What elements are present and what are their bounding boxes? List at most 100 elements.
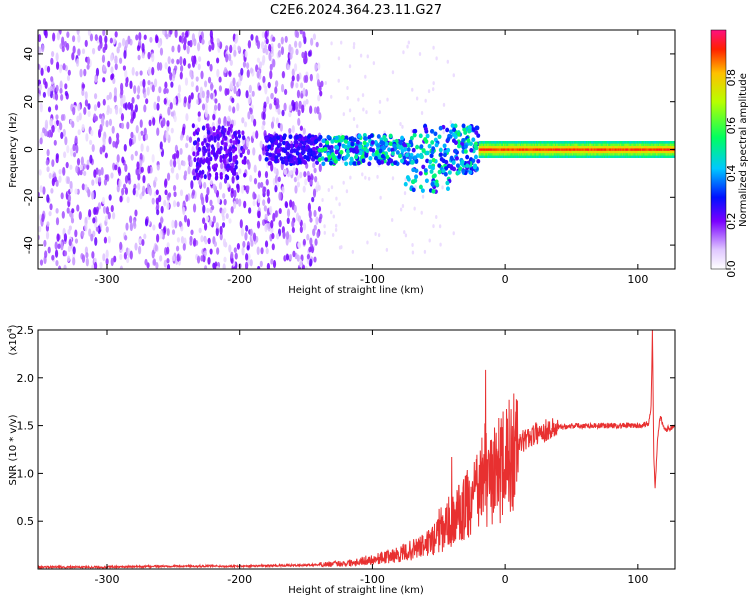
spectrogram-cell <box>449 120 452 125</box>
spectrogram-cell <box>299 30 303 35</box>
spectrogram-cell <box>317 94 321 102</box>
spectrogram-cell <box>314 138 319 144</box>
spectrogram-cell <box>404 233 408 238</box>
spectrogram-cell <box>121 156 125 164</box>
spectrogram-cell <box>199 92 203 100</box>
spectrogram-cell <box>136 45 141 52</box>
spectrogram-cell <box>173 152 177 160</box>
spectrogram-cell <box>205 142 209 148</box>
spectrogram-cell <box>171 219 175 229</box>
spectrogram-cell <box>167 106 171 116</box>
spectrogram-cell <box>210 205 215 211</box>
spectrogram-cell <box>316 73 320 81</box>
spectrogram-cell <box>273 100 277 106</box>
snr-y-multiplier: (x104) <box>6 324 19 355</box>
spectrogram-cell <box>66 176 71 185</box>
spectrogram-cell <box>355 139 360 145</box>
snr-x-tick-label: -300 <box>95 573 120 586</box>
spectrogram-cell <box>338 202 341 207</box>
spectrogram-cell <box>119 241 123 251</box>
spectrogram-x-tick-label: 0 <box>502 273 509 286</box>
spectrogram-cell <box>292 250 296 258</box>
spectrogram-cell <box>343 144 348 150</box>
spectrogram-cell <box>216 68 220 78</box>
spectrogram-cell <box>173 97 177 106</box>
spectrogram-cell <box>219 232 223 241</box>
spectrogram-cell <box>153 101 157 111</box>
spectrogram-cell <box>424 139 429 144</box>
spectrogram-cell <box>102 98 106 106</box>
spectrogram-cell <box>143 34 147 40</box>
spectrogram-cell <box>167 192 172 198</box>
spectrogram-cell <box>411 167 416 173</box>
spectrogram-cell <box>297 215 302 223</box>
spectrogram-cell <box>220 129 224 135</box>
spectrogram-cell <box>146 145 150 153</box>
spectrogram-cell <box>135 71 139 77</box>
spectrogram-cell <box>233 131 237 137</box>
spectrogram-cell <box>55 52 59 62</box>
spectrogram-cell <box>182 58 187 66</box>
spectrogram-cell <box>81 88 85 97</box>
spectrogram-cell <box>212 215 216 224</box>
spectrogram-cell <box>206 129 211 135</box>
spectrogram-cell <box>197 42 201 52</box>
spectrogram-cell <box>94 34 98 42</box>
spectrogram-cell <box>177 92 181 99</box>
spectrogram-cell <box>248 207 252 214</box>
spectrogram-cell <box>386 97 389 102</box>
spectrogram-cell <box>357 97 360 102</box>
spectrogram-cell <box>323 146 328 152</box>
spectrogram-cell <box>413 155 418 160</box>
spectrogram-cell <box>214 98 218 104</box>
spectrogram-cell <box>44 119 49 129</box>
spectrogram-cell <box>182 243 186 251</box>
spectrogram-cell <box>473 143 478 149</box>
spectrogram-cell <box>289 143 294 149</box>
spectrogram-cell <box>256 70 260 79</box>
spectrogram-cell <box>291 75 295 82</box>
spectrogram-cell <box>63 264 67 269</box>
spectrogram-cell <box>438 147 443 153</box>
spectrogram-cell <box>63 250 68 257</box>
spectrogram-cell <box>141 42 145 53</box>
spectrogram-cell <box>291 68 295 77</box>
spectrogram-cell <box>236 183 240 190</box>
spectrogram-cell <box>288 128 292 134</box>
spectrogram-cell <box>303 171 307 178</box>
spectrogram-cell <box>39 259 44 266</box>
spectrogram-cell <box>121 187 125 196</box>
spectrogram-cell <box>284 35 288 43</box>
spectrogram-cell <box>318 85 322 92</box>
spectrogram-cell <box>167 56 171 65</box>
spectrogram-cell <box>177 163 182 171</box>
spectrogram-cell <box>277 42 281 49</box>
spectrogram-cell <box>99 146 103 155</box>
spectrogram-cell <box>143 127 147 136</box>
spectrogram-cell <box>235 90 240 97</box>
spectrogram-cell <box>81 83 86 89</box>
spectrogram-cell <box>245 224 249 232</box>
spectrogram-cell <box>420 210 423 215</box>
spectrogram-cell <box>79 170 83 176</box>
spectrogram-cell <box>450 123 455 128</box>
spectrogram-cell <box>207 257 211 265</box>
spectrogram-cell <box>218 181 223 190</box>
spectrogram-cell <box>221 208 225 218</box>
spectrogram-cell <box>224 153 228 159</box>
spectrogram-cell <box>321 138 326 144</box>
spectrogram-cell <box>93 93 98 100</box>
spectrogram-cell <box>81 254 86 263</box>
spectrogram-cell <box>414 159 419 164</box>
spectrogram-cell <box>343 139 348 144</box>
spectrogram-cell <box>59 80 63 90</box>
spectrogram-cell <box>228 146 233 152</box>
spectrogram-cell <box>407 40 411 45</box>
spectrogram-cell <box>156 95 161 103</box>
spectrogram-cell <box>58 175 62 183</box>
spectrogram-cell <box>165 88 169 94</box>
spectrogram-cell <box>250 114 255 123</box>
spectrogram-cell <box>148 119 152 127</box>
spectrogram-cell <box>204 108 208 118</box>
spectrogram-cell <box>54 93 59 101</box>
